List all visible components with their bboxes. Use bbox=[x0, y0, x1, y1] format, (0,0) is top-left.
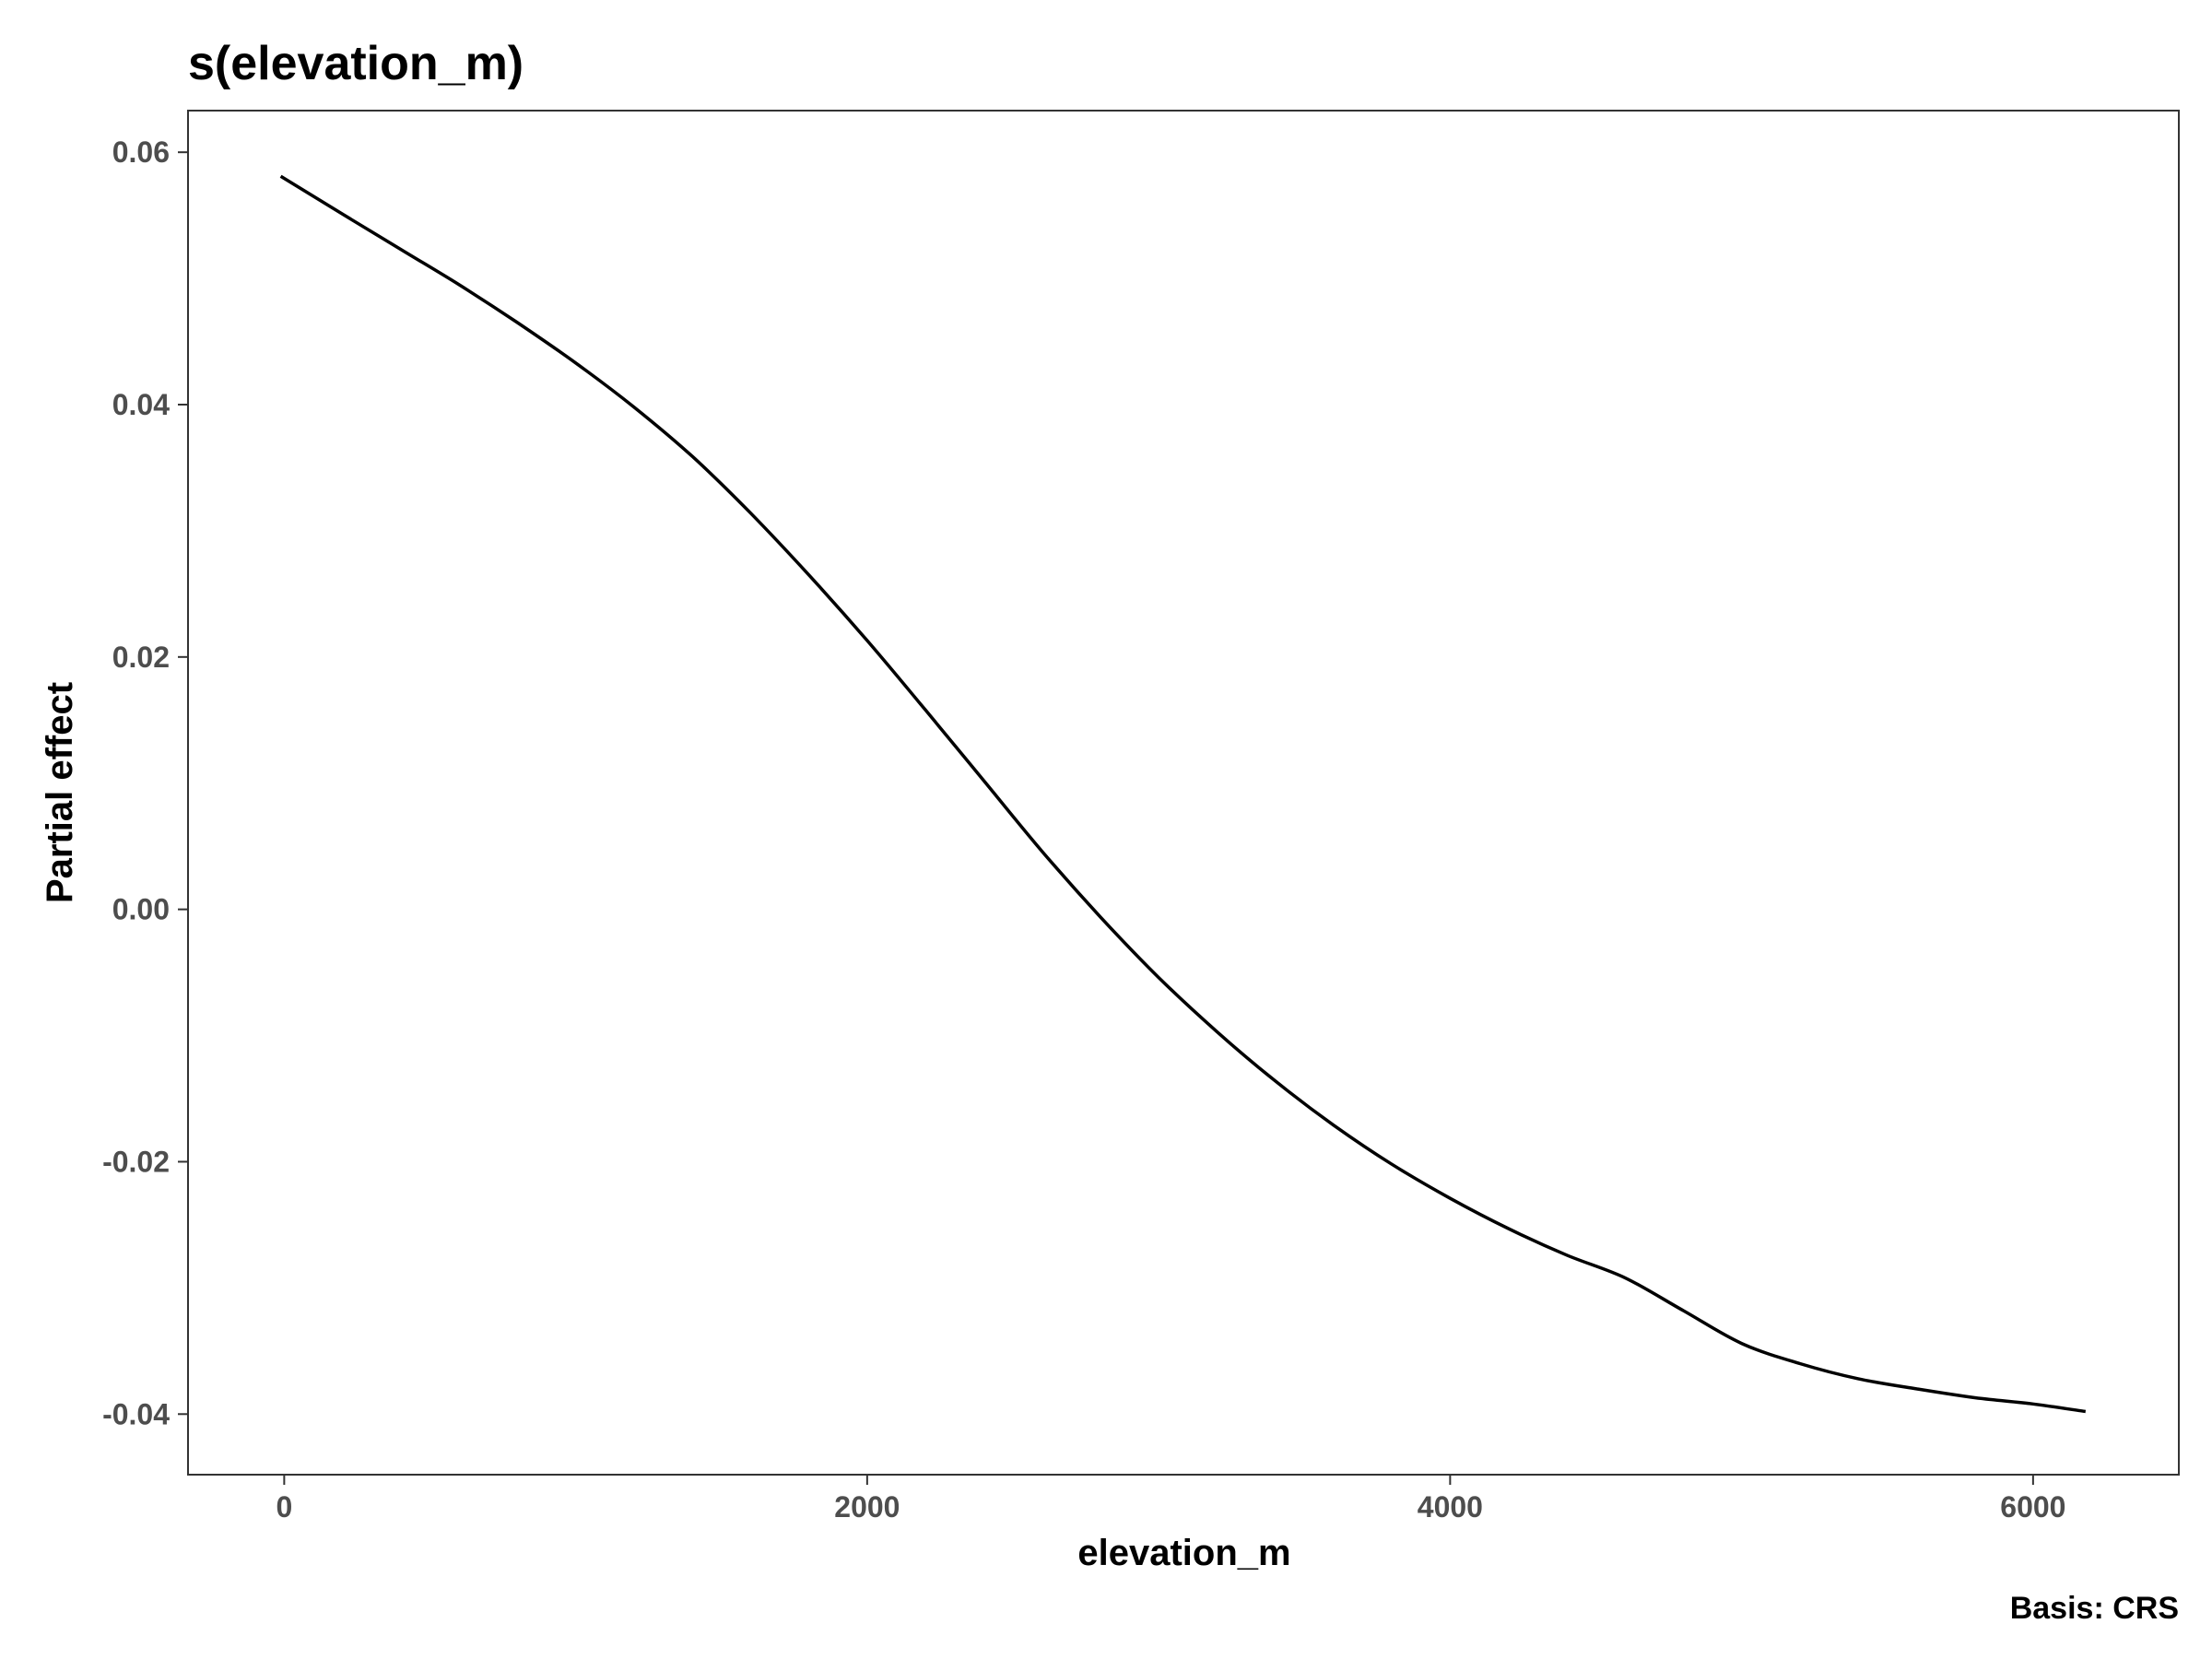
y-tick-label: -0.04 bbox=[102, 1397, 170, 1430]
y-axis-title: Partial effect bbox=[40, 682, 80, 903]
chart-title: s(elevation_m) bbox=[188, 37, 524, 90]
y-tick-label: 0.04 bbox=[112, 388, 170, 421]
x-axis-title: elevation_m bbox=[1077, 1533, 1290, 1573]
x-tick-label: 4000 bbox=[1418, 1490, 1483, 1524]
x-tick-label: 6000 bbox=[2000, 1490, 2065, 1524]
y-tick-label: 0.02 bbox=[112, 641, 170, 674]
y-tick-label: 0.00 bbox=[112, 893, 170, 926]
x-tick-label: 2000 bbox=[834, 1490, 900, 1524]
x-axis: 0 2000 4000 6000 bbox=[276, 1475, 2065, 1524]
y-axis: -0.04 -0.02 0.00 0.02 0.04 0.06 bbox=[102, 135, 188, 1430]
plot-panel bbox=[187, 110, 2180, 1476]
y-tick-label: -0.02 bbox=[102, 1145, 170, 1178]
basis-caption: Basis: CRS bbox=[2010, 1591, 2179, 1626]
series-line-partial-effect bbox=[279, 174, 2087, 1414]
y-tick-label: 0.06 bbox=[112, 135, 170, 169]
x-tick-label: 0 bbox=[276, 1490, 292, 1524]
